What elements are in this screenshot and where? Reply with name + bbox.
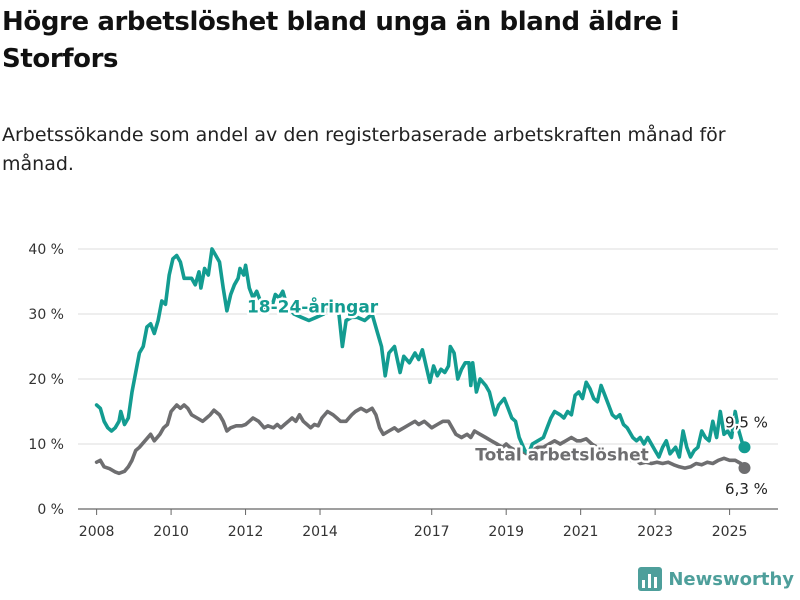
series-end-label-0: 9,5 %: [725, 413, 768, 431]
series-name-label-1: Total arbetslöshet: [475, 445, 649, 465]
x-tick-label: 2023: [637, 524, 673, 540]
x-tick-label: 2008: [79, 524, 115, 540]
x-tick-label: 2010: [153, 524, 189, 540]
newsworthy-logo: Newsworthy: [638, 564, 794, 594]
axis-ticks: 0 % 10 % 20 % 30 % 40 % 2008 2010 2012 2014 2017 2…: [28, 242, 747, 540]
y-tick-label: 40 %: [28, 242, 64, 258]
chart-subtitle: Arbetssökande som andel av den registerb…: [2, 124, 726, 175]
x-tick-label: 2017: [414, 524, 450, 540]
series-line-1: [94, 403, 747, 476]
series-end-label-1: 6,3 %: [725, 480, 768, 498]
y-tick-label: 20 %: [28, 372, 64, 388]
x-tick-label: 2021: [563, 524, 599, 540]
series-end-point-1: [738, 462, 751, 475]
y-tick-label: 30 %: [28, 307, 64, 323]
series-labels: 18-24-åringar Total arbetslöshet 9,5 % 6,3 …: [244, 293, 769, 500]
x-tick-label: 2014: [302, 524, 338, 540]
chart-title: Högre arbetslöshet bland unga än bland ä…: [2, 7, 680, 74]
series-line-0: [94, 247, 747, 459]
x-tick-label: 2012: [228, 524, 264, 540]
series-end-point-0: [738, 441, 751, 454]
series-lines: [94, 247, 751, 476]
logo-text: Newsworthy: [668, 568, 794, 590]
y-tick-label: 10 %: [28, 437, 64, 453]
y-tick-label: 0 %: [37, 502, 64, 518]
x-tick-label: 2025: [712, 524, 748, 540]
series-name-label-0: 18-24-åringar: [247, 296, 379, 318]
x-tick-label: 2019: [488, 524, 524, 540]
bar-chart-icon: [638, 567, 663, 591]
